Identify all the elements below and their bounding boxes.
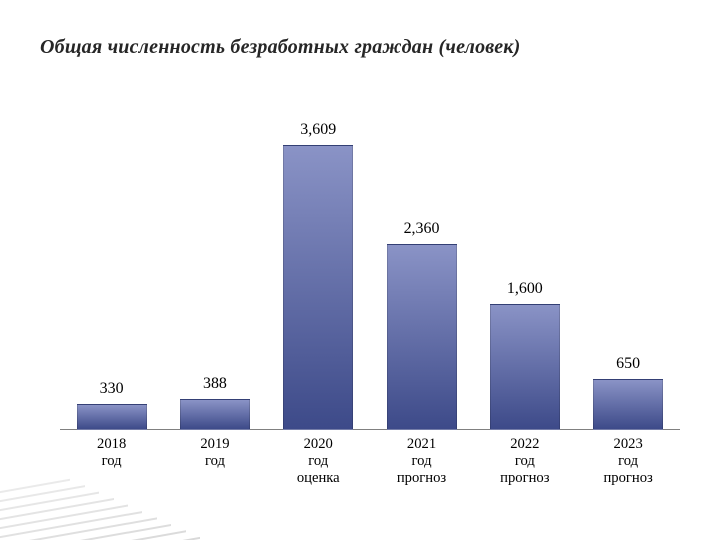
chart-plot-area: 3302018 год3882019 год3,6092020 год оцен… — [60, 130, 680, 430]
bar-slot: 3,6092020 год оценка — [267, 130, 370, 430]
bar — [490, 304, 560, 430]
category-label: 2020 год оценка — [292, 436, 344, 486]
corner-stripes-decor — [0, 419, 200, 540]
category-label: 2021 год прогноз — [396, 436, 448, 486]
category-label: 2023 год прогноз — [602, 436, 654, 486]
bar-slot: 1,6002022 год прогноз — [473, 130, 576, 430]
bar-value-label: 1,600 — [507, 280, 543, 298]
bar-value-label: 388 — [203, 375, 227, 393]
bar-value-label: 3,609 — [300, 121, 336, 139]
category-label: 2022 год прогноз — [499, 436, 551, 486]
bar — [283, 145, 353, 430]
bar — [387, 244, 457, 430]
bar-slot: 6502023 год прогноз — [577, 130, 680, 430]
bar-value-label: 650 — [616, 355, 640, 373]
bar-slot: 3882019 год — [163, 130, 266, 430]
bar-slot: 2,3602021 год прогноз — [370, 130, 473, 430]
bar — [593, 379, 663, 430]
bar-slot: 3302018 год — [60, 130, 163, 430]
bar-value-label: 2,360 — [404, 220, 440, 238]
chart-title: Общая численность безработных граждан (ч… — [40, 36, 520, 59]
bar-value-label: 330 — [100, 380, 124, 398]
bar — [77, 404, 147, 430]
